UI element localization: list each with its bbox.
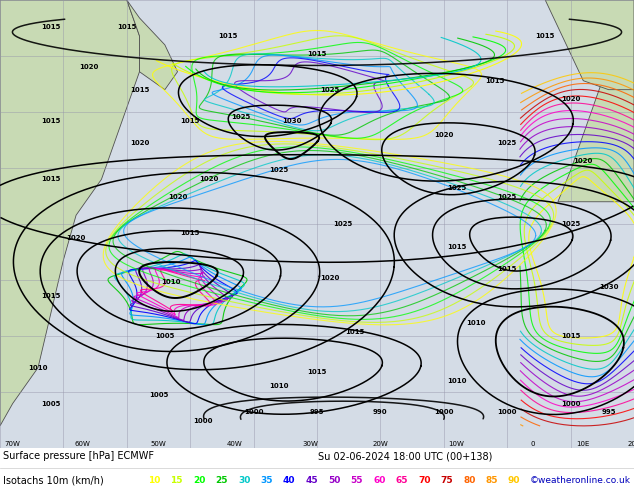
Text: 1010: 1010 bbox=[29, 365, 48, 370]
Text: 1025: 1025 bbox=[231, 114, 250, 120]
Text: 60: 60 bbox=[373, 476, 385, 485]
Text: 20: 20 bbox=[193, 476, 205, 485]
Text: 55: 55 bbox=[351, 476, 363, 485]
Text: 1000: 1000 bbox=[193, 418, 212, 424]
Text: 80: 80 bbox=[463, 476, 476, 485]
Text: 35: 35 bbox=[261, 476, 273, 485]
Text: 1015: 1015 bbox=[41, 293, 60, 299]
Text: 20W: 20W bbox=[373, 441, 388, 447]
Text: 25: 25 bbox=[216, 476, 228, 485]
Text: 1020: 1020 bbox=[574, 158, 593, 165]
Text: 1015: 1015 bbox=[498, 266, 517, 272]
Text: 1015: 1015 bbox=[41, 24, 60, 30]
Polygon shape bbox=[0, 0, 76, 224]
Text: 1020: 1020 bbox=[67, 235, 86, 241]
Text: 1015: 1015 bbox=[485, 78, 504, 84]
Text: 1010: 1010 bbox=[269, 383, 288, 389]
Text: 1020: 1020 bbox=[561, 96, 580, 101]
Text: 70: 70 bbox=[418, 476, 430, 485]
Text: 1015: 1015 bbox=[536, 33, 555, 39]
Text: 1010: 1010 bbox=[466, 320, 485, 326]
Text: 60W: 60W bbox=[74, 441, 91, 447]
Text: 1020: 1020 bbox=[168, 194, 187, 200]
Text: 1000: 1000 bbox=[561, 400, 580, 407]
Text: 1025: 1025 bbox=[447, 185, 466, 191]
Text: 1005: 1005 bbox=[149, 392, 168, 397]
Text: 1025: 1025 bbox=[269, 168, 288, 173]
Text: 1015: 1015 bbox=[41, 176, 60, 182]
Text: 15: 15 bbox=[171, 476, 183, 485]
Text: 1020: 1020 bbox=[434, 131, 453, 138]
Text: 1005: 1005 bbox=[41, 400, 60, 407]
Text: 10W: 10W bbox=[448, 441, 465, 447]
Text: 1025: 1025 bbox=[498, 194, 517, 200]
Text: 1025: 1025 bbox=[498, 141, 517, 147]
Text: 1000: 1000 bbox=[498, 410, 517, 416]
Text: 995: 995 bbox=[602, 410, 616, 416]
Text: 70W: 70W bbox=[4, 441, 21, 447]
Text: 1000: 1000 bbox=[434, 410, 453, 416]
Text: 1015: 1015 bbox=[219, 33, 238, 39]
Text: 1020: 1020 bbox=[130, 141, 149, 147]
Text: 1015: 1015 bbox=[307, 369, 327, 375]
Text: Su 02-06-2024 18:00 UTC (00+138): Su 02-06-2024 18:00 UTC (00+138) bbox=[318, 451, 493, 461]
Text: 40W: 40W bbox=[227, 441, 242, 447]
Text: 1010: 1010 bbox=[447, 378, 466, 384]
Text: 85: 85 bbox=[486, 476, 498, 485]
Text: 30W: 30W bbox=[302, 441, 319, 447]
Text: 1030: 1030 bbox=[599, 284, 618, 290]
Text: 10: 10 bbox=[148, 476, 160, 485]
Text: 65: 65 bbox=[396, 476, 408, 485]
Polygon shape bbox=[545, 0, 634, 90]
Text: 0: 0 bbox=[530, 441, 535, 447]
Text: 1015: 1015 bbox=[181, 230, 200, 236]
Text: 1025: 1025 bbox=[333, 221, 352, 227]
Text: 995: 995 bbox=[310, 410, 324, 416]
Text: Surface pressure [hPa] ECMWF: Surface pressure [hPa] ECMWF bbox=[3, 451, 154, 461]
Text: ©weatheronline.co.uk: ©weatheronline.co.uk bbox=[530, 476, 631, 485]
Text: 1015: 1015 bbox=[447, 244, 466, 249]
Text: 1015: 1015 bbox=[181, 118, 200, 124]
Text: 30: 30 bbox=[238, 476, 250, 485]
Text: 10E: 10E bbox=[576, 441, 590, 447]
Text: 1005: 1005 bbox=[155, 333, 174, 339]
Text: 1025: 1025 bbox=[561, 221, 580, 227]
Text: 990: 990 bbox=[373, 410, 388, 416]
Text: 1025: 1025 bbox=[320, 87, 339, 93]
Text: 1015: 1015 bbox=[117, 24, 136, 30]
Text: 40: 40 bbox=[283, 476, 295, 485]
Text: 1020: 1020 bbox=[320, 275, 339, 281]
Text: 1015: 1015 bbox=[307, 51, 327, 57]
Text: 1015: 1015 bbox=[41, 118, 60, 124]
Text: 90: 90 bbox=[508, 476, 521, 485]
Text: Isotachs 10m (km/h): Isotachs 10m (km/h) bbox=[3, 475, 104, 485]
Text: 1020: 1020 bbox=[200, 176, 219, 182]
Polygon shape bbox=[0, 0, 139, 426]
Text: 45: 45 bbox=[306, 476, 318, 485]
Text: 1010: 1010 bbox=[162, 279, 181, 286]
Polygon shape bbox=[127, 0, 178, 90]
Text: 1015: 1015 bbox=[561, 333, 580, 339]
Text: 50: 50 bbox=[328, 476, 340, 485]
Text: 1030: 1030 bbox=[282, 118, 301, 124]
Polygon shape bbox=[558, 0, 634, 202]
Text: 50W: 50W bbox=[151, 441, 166, 447]
Text: 1015: 1015 bbox=[130, 87, 149, 93]
Text: 75: 75 bbox=[441, 476, 453, 485]
Text: 20E: 20E bbox=[628, 441, 634, 447]
Text: 1000: 1000 bbox=[244, 410, 263, 416]
Text: 1015: 1015 bbox=[346, 329, 365, 335]
Text: 1020: 1020 bbox=[79, 64, 98, 70]
